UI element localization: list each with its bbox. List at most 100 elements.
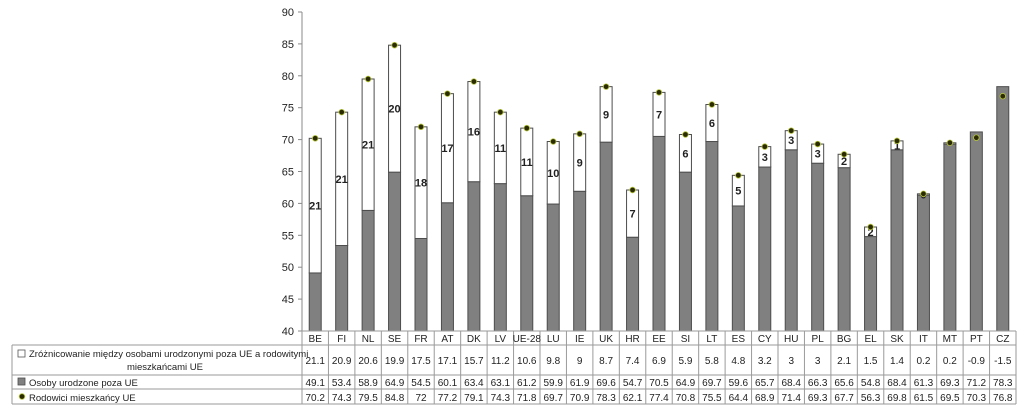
marker-natives (946, 139, 954, 146)
marker-natives (893, 137, 901, 145)
x-tick-label: LU (547, 334, 560, 345)
y-tick-label: 80 (282, 71, 294, 83)
x-tick-label: CY (758, 334, 772, 345)
x-tick-label: AT (441, 334, 453, 345)
bar-born-outside-eu (837, 167, 851, 332)
table-cell: 74.3 (491, 393, 511, 404)
table-cell: 70.3 (967, 393, 987, 404)
table-cell: 61.5 (914, 393, 934, 404)
marker-natives (708, 101, 716, 108)
table-cell: 64.4 (729, 393, 749, 404)
bar-born-outside-eu (440, 202, 454, 332)
table-cell: 68.9 (755, 393, 775, 404)
bar-born-outside-eu (996, 86, 1010, 332)
table-cell: 64.9 (385, 378, 405, 389)
bar-born-outside-eu (388, 171, 402, 332)
legend-label-gap: mieszkańcami UE (127, 362, 203, 373)
bar-born-outside-eu (335, 245, 349, 332)
table-cell: 17.1 (438, 356, 458, 367)
table-cell: 1.5 (864, 356, 878, 367)
table-cell: 66.3 (808, 378, 828, 389)
marker-natives (523, 124, 530, 132)
table-cell: 21.1 (305, 356, 325, 367)
legend-marker-natives (18, 393, 26, 400)
bar-gap-label: 9 (577, 158, 583, 170)
x-tick-label: EE (652, 334, 666, 345)
x-tick-label: MT (943, 334, 957, 345)
table-cell: 68.4 (781, 378, 801, 389)
bar-gap-label: 11 (521, 157, 533, 169)
table-cell: 1.4 (890, 356, 904, 367)
bar-born-outside-eu (493, 183, 507, 332)
bar-born-outside-eu (599, 141, 613, 332)
bar-born-outside-eu (467, 181, 481, 332)
table-cell: 3 (788, 356, 794, 367)
table-cell: 20.6 (358, 356, 378, 367)
bar-born-outside-eu (943, 143, 957, 332)
table-cell: 71.8 (517, 393, 537, 404)
bars (308, 44, 1010, 332)
table-cell: 61.2 (517, 378, 537, 389)
table-cell: 69.3 (808, 393, 828, 404)
table-cell: 5.9 (678, 356, 692, 367)
table-cell: 77.4 (649, 393, 669, 404)
table-cell: 69.8 (887, 393, 907, 404)
x-tick-label: SE (388, 334, 402, 345)
table-cell: 62.1 (623, 393, 643, 404)
table-cell: 8.7 (599, 356, 613, 367)
marker-natives (788, 127, 795, 134)
table-cell: 9 (577, 356, 583, 367)
legend-label-born-outside-eu: Osoby urodzone poza UE (29, 378, 138, 389)
table-cell: 61.3 (914, 378, 934, 389)
legend-label-gap: Zróżnicowanie między osobami urodzonymi … (29, 349, 308, 360)
table-cell: 69.5 (940, 393, 960, 404)
bar-born-outside-eu (864, 236, 878, 332)
table-cell: 64.9 (676, 378, 696, 389)
bar-born-outside-eu (308, 272, 322, 332)
table-cell: 59.9 (543, 378, 563, 389)
data-table: BE FI NL SE FR AT DK LV UE-28 LU IE UK HR EE SI LT ES CY H… (11, 330, 1017, 405)
table-cell: 69.3 (940, 378, 960, 389)
x-tick-label: FR (414, 334, 427, 345)
bar-gap-label: 20 (388, 104, 400, 116)
bar-born-outside-eu (758, 166, 772, 332)
marker-natives (444, 90, 451, 97)
marker-natives (999, 93, 1006, 100)
y-tick-label: 55 (282, 230, 294, 242)
x-tick-label: DK (467, 334, 481, 345)
marker-natives (417, 123, 425, 131)
marker-natives (391, 41, 398, 49)
table-cell: 61.9 (570, 378, 590, 389)
table-cell: 63.4 (464, 378, 484, 389)
table-cell: 7.4 (626, 356, 640, 367)
table-cell: 79.5 (358, 393, 378, 404)
marker-natives (973, 134, 980, 141)
bar-labels: 2121212018171611111099776653332210 (309, 104, 926, 239)
x-tick-label: IE (575, 334, 585, 345)
table-cell: 56.3 (861, 393, 881, 404)
table-cell: 71.2 (967, 378, 987, 389)
table-cell: 70.2 (305, 393, 325, 404)
table-cell: 9.8 (546, 356, 560, 367)
bar-gap-label: 16 (468, 127, 480, 139)
y-axis: 40 45 50 55 60 65 70 75 80 85 90 (282, 7, 303, 338)
x-tick-label: PL (812, 334, 825, 345)
table-cell: 77.2 (438, 393, 458, 404)
table-cell: 5.8 (705, 356, 719, 367)
legend-label-natives: Rodowici mieszkańcy UE (29, 393, 136, 404)
table-cell: 19.9 (385, 356, 405, 367)
x-tick-label: ES (732, 334, 746, 345)
y-tick-label: 50 (282, 262, 294, 274)
bar-born-outside-eu (705, 141, 719, 332)
table-cell: 74.3 (332, 393, 352, 404)
table-cell: -1.5 (994, 356, 1012, 367)
bar-gap-label: 3 (788, 135, 794, 147)
table-cell: 78.3 (993, 378, 1013, 389)
bar-born-outside-eu (811, 162, 825, 332)
marker-natives (735, 172, 742, 179)
table-cell: 54.5 (411, 378, 431, 389)
bar-born-outside-eu (626, 236, 640, 332)
table-cell: 0.2 (916, 356, 930, 367)
table-cell: 70.8 (676, 393, 696, 404)
